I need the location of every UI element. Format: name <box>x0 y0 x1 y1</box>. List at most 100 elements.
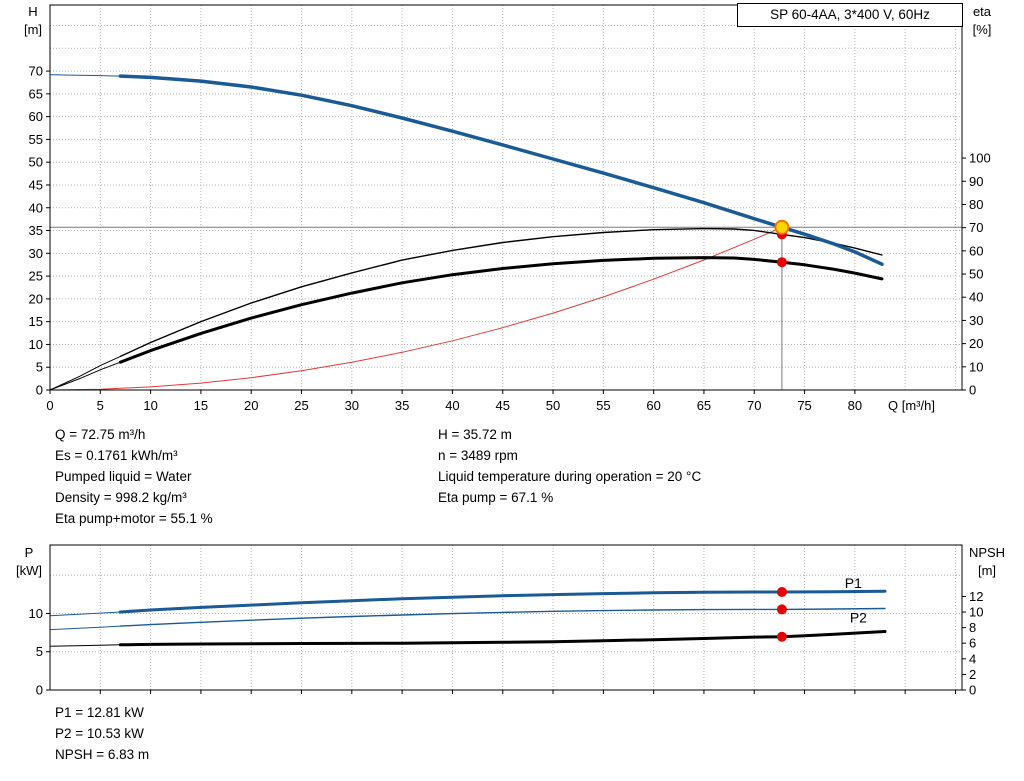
x-tick-label: 15 <box>194 398 208 413</box>
info-line-p2: P2 = 10.53 kW <box>55 726 144 741</box>
x-tick-label: 65 <box>697 398 711 413</box>
power-info: P1 = 12.81 kW P2 = 10.53 kW NPSH = 6.83 … <box>55 702 149 765</box>
plot-border <box>49 4 963 391</box>
curve-p1-lead-in <box>49 611 121 617</box>
operating-dot <box>776 631 787 642</box>
y-left-tick-label: 65 <box>29 86 43 101</box>
gridlines <box>50 545 962 690</box>
y-right-tick-label: 70 <box>969 220 983 235</box>
y-right-tick-label: 60 <box>969 243 983 258</box>
curve-eta-pump-motor-lead-in <box>49 361 121 391</box>
y-right-tick-label: 8 <box>969 620 976 635</box>
operating-dot <box>776 604 787 615</box>
y-right-tick-label: 40 <box>969 290 983 305</box>
info-line-npsh: NPSH = 6.83 m <box>55 747 150 762</box>
info-line-p1: P1 = 12.81 kW <box>55 705 144 720</box>
x-tick-label: 10 <box>143 398 157 413</box>
y-right-tick-label: 30 <box>969 313 983 328</box>
y-right-tick-label: 6 <box>969 636 976 651</box>
x-tick-label: 25 <box>294 398 308 413</box>
operating-dot <box>776 257 787 268</box>
duty-point[interactable] <box>774 219 790 235</box>
pump-model-title: SP 60-4AA, 3*400 V, 60Hz <box>737 3 963 27</box>
curve-hq <box>118 74 884 266</box>
x-tick-label: 30 <box>345 398 359 413</box>
y-right-axis-title: eta <box>973 4 992 19</box>
info-line-liquid: Pumped liquid = Water <box>55 469 192 484</box>
y-left-tick-label: 70 <box>29 64 43 79</box>
curve-eta-pump-lead-in <box>49 355 121 391</box>
hq-eta-chart: 0510152025303540455055606570010203040506… <box>24 4 992 413</box>
axis-ticks: 0510152025303540455055606570010203040506… <box>24 4 992 413</box>
curve-hq-lead-in <box>49 74 121 77</box>
y-right-axis-unit: [%] <box>973 22 992 37</box>
y-left-tick-label: 55 <box>29 132 43 147</box>
y-left-axis-unit: [kW] <box>16 563 42 578</box>
x-tick-label: 45 <box>495 398 509 413</box>
gridlines <box>50 5 962 390</box>
info-line-specific-energy: Es = 0.1761 kWh/m³ <box>55 448 178 463</box>
info-line-flow: Q = 72.75 m³/h <box>55 427 146 442</box>
info-line-temperature: Liquid temperature during operation = 20… <box>438 469 702 484</box>
y-left-tick-label: 0 <box>36 683 43 698</box>
x-tick-label: 20 <box>244 398 258 413</box>
x-tick-label: 55 <box>596 398 610 413</box>
y-right-tick-label: 10 <box>969 605 983 620</box>
y-right-tick-label: 10 <box>969 359 983 374</box>
duty-info-right: H = 35.72 m n = 3489 rpm Liquid temperat… <box>438 424 701 508</box>
y-left-tick-label: 20 <box>29 291 43 306</box>
y-left-tick-label: 40 <box>29 200 43 215</box>
y-left-tick-label: 10 <box>29 606 43 621</box>
y-right-tick-label: 90 <box>969 174 983 189</box>
curve-label-p1: P1 <box>845 575 862 591</box>
curve-label-p2: P2 <box>850 610 867 626</box>
x-tick-label: 70 <box>747 398 761 413</box>
y-right-tick-label: 0 <box>969 383 976 398</box>
curve-p2 <box>119 607 886 627</box>
curve-p1 <box>118 589 887 614</box>
duty-info-left: Q = 72.75 m³/h Es = 0.1761 kWh/m³ Pumped… <box>55 424 213 529</box>
y-left-axis-unit: [m] <box>24 22 42 37</box>
x-tick-label: 40 <box>445 398 459 413</box>
info-line-eta-total: Eta pump+motor = 55.1 % <box>55 511 213 526</box>
y-left-tick-label: 50 <box>29 155 43 170</box>
curve-p2-lead-in <box>49 625 121 631</box>
y-right-tick-label: 2 <box>969 667 976 682</box>
x-tick-label: 50 <box>546 398 560 413</box>
info-line-eta-pump: Eta pump = 67.1 % <box>438 490 554 505</box>
y-left-tick-label: 0 <box>36 383 43 398</box>
y-left-tick-label: 30 <box>29 246 43 261</box>
y-right-tick-label: 20 <box>969 336 983 351</box>
x-tick-label: 60 <box>646 398 660 413</box>
y-left-tick-label: 35 <box>29 223 43 238</box>
operating-dot <box>776 586 787 597</box>
x-tick-label: 5 <box>97 398 104 413</box>
info-line-density: Density = 998.2 kg/m³ <box>55 490 187 505</box>
y-left-tick-label: 5 <box>36 644 43 659</box>
x-tick-label: 80 <box>848 398 862 413</box>
y-left-tick-label: 45 <box>29 177 43 192</box>
curve-npsh <box>118 630 887 647</box>
y-right-axis-unit: [m] <box>978 563 996 578</box>
y-right-tick-label: 4 <box>969 651 976 666</box>
y-left-axis-title: H <box>28 4 37 19</box>
x-tick-label: 35 <box>395 398 409 413</box>
y-left-tick-label: 60 <box>29 109 43 124</box>
y-right-tick-label: 50 <box>969 267 983 282</box>
x-tick-label: 0 <box>46 398 53 413</box>
x-tick-label: 75 <box>797 398 811 413</box>
plot-border <box>49 544 963 691</box>
y-left-tick-label: 15 <box>29 314 43 329</box>
y-right-tick-label: 100 <box>969 151 991 166</box>
info-line-head: H = 35.72 m <box>438 427 512 442</box>
y-left-tick-label: 5 <box>36 360 43 375</box>
y-right-tick-label: 12 <box>969 589 983 604</box>
x-axis-title: Q [m³/h] <box>888 398 935 413</box>
info-line-speed: n = 3489 rpm <box>438 448 518 463</box>
y-left-tick-label: 25 <box>29 269 43 284</box>
curve-eta-pump-motor <box>118 256 884 364</box>
